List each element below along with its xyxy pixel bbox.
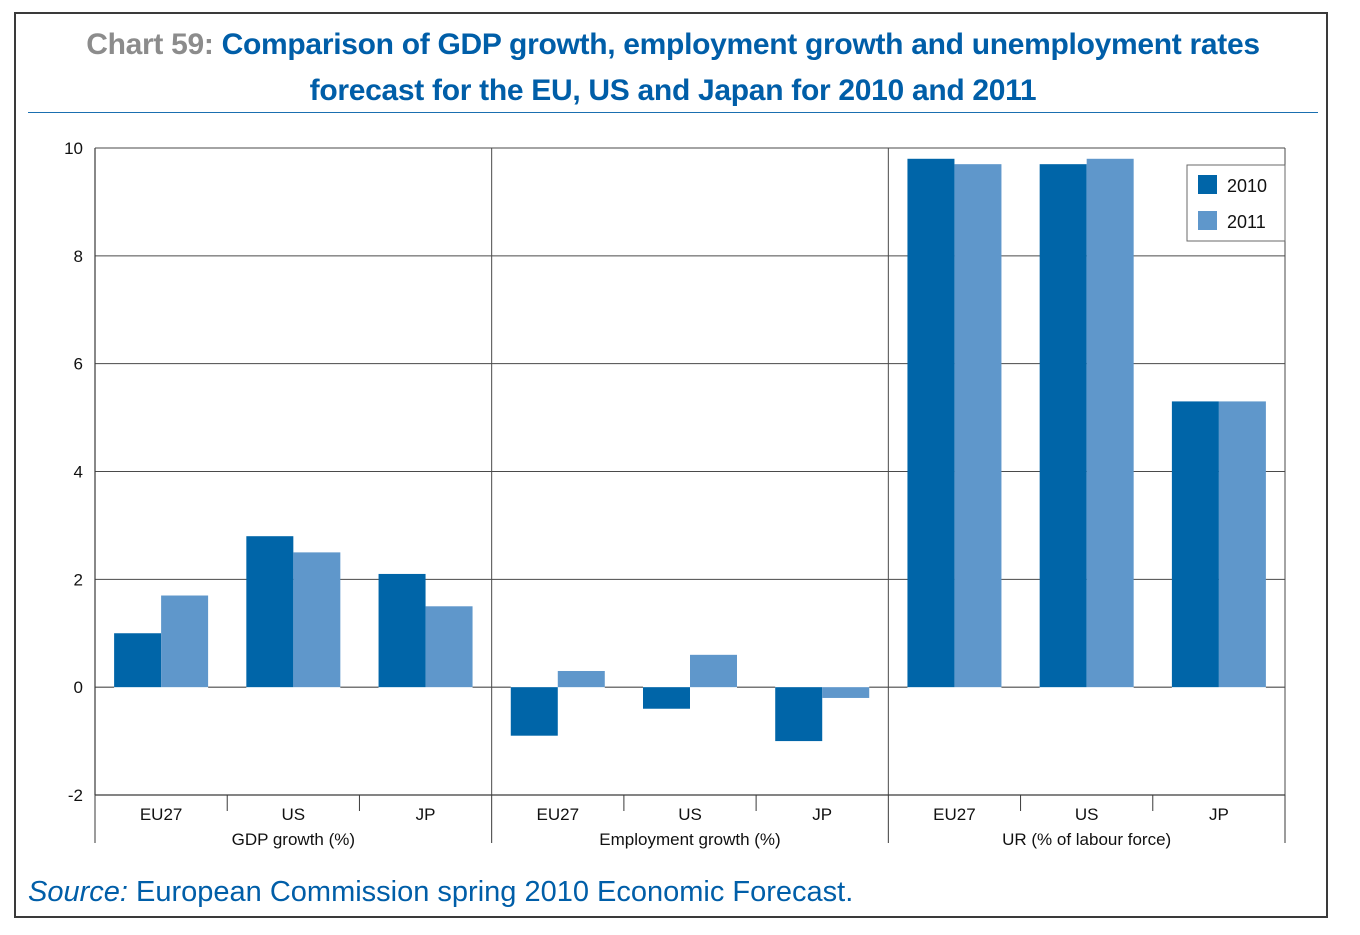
chart-title: Chart 59: Comparison of GDP growth, empl…	[16, 22, 1330, 114]
x-category-label: EU27	[140, 805, 183, 824]
y-tick-label: -2	[68, 786, 83, 805]
legend-label: 2011	[1227, 212, 1266, 232]
source-label: Source:	[28, 876, 128, 908]
x-category-label: JP	[1209, 805, 1229, 824]
x-category-label: JP	[416, 805, 436, 824]
y-tick-label: 6	[74, 355, 83, 374]
bar-2011	[1218, 401, 1266, 688]
chart-title-line-1: Comparison of GDP growth, employment gro…	[221, 28, 1260, 61]
x-category-label: US	[678, 805, 702, 824]
legend-swatch-2010	[1198, 175, 1217, 194]
source-note: Source: European Commission spring 2010 …	[28, 876, 853, 909]
x-category-label: JP	[812, 805, 832, 824]
bar-2011	[690, 654, 737, 688]
bar-2011	[293, 552, 341, 688]
bar-2010	[907, 158, 955, 688]
x-group-label: Employment growth (%)	[599, 830, 780, 849]
bar-2011	[954, 164, 1002, 688]
title-divider	[28, 112, 1318, 113]
bar-2010	[1039, 164, 1087, 688]
bar-2010	[510, 687, 558, 736]
y-tick-label: 2	[74, 570, 83, 589]
y-tick-label: 8	[74, 247, 83, 266]
y-tick-label: 10	[64, 139, 83, 158]
bar-2010	[378, 573, 426, 688]
x-group-label: GDP growth (%)	[232, 830, 355, 849]
x-category-label: US	[282, 805, 306, 824]
chart-number-label: Chart 59:	[86, 28, 214, 61]
y-tick-label: 4	[74, 463, 83, 482]
bar-2011	[161, 595, 209, 688]
legend-label: 2010	[1227, 176, 1267, 196]
bar-2010	[114, 633, 162, 688]
x-category-label: EU27	[537, 805, 580, 824]
bar-2010	[246, 536, 294, 688]
legend: 2010 2011	[1186, 164, 1286, 242]
x-group-label: UR (% of labour force)	[1002, 830, 1171, 849]
axis-labels: -2 0 2 4 6 8 10 EU27 US JP GDP growth (%) EU27 US JP E…	[64, 139, 1229, 849]
bars	[114, 158, 1266, 742]
chart-title-line-2: forecast for the EU, US and Japan for 20…	[309, 74, 1037, 107]
bar-2011	[822, 687, 870, 698]
x-category-label: EU27	[933, 805, 976, 824]
bar-2011	[425, 606, 473, 688]
legend-swatch-2011	[1198, 211, 1217, 230]
bar-2010	[643, 687, 690, 709]
bar-2011	[1086, 158, 1134, 688]
bar-2011	[557, 670, 605, 688]
x-category-label: US	[1075, 805, 1099, 824]
bar-2010	[1171, 401, 1219, 688]
bar-2010	[775, 687, 823, 742]
source-text: European Commission spring 2010 Economic…	[136, 876, 854, 908]
y-tick-label: 0	[74, 678, 83, 697]
axes	[94, 147, 1286, 843]
